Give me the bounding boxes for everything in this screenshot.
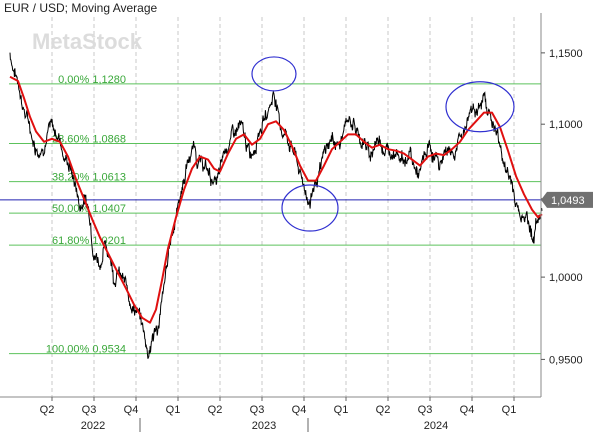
x-quarter-label: Q2 [208, 404, 223, 416]
y-tick-label: 1,1000 [549, 119, 583, 131]
grid [51, 17, 515, 397]
x-quarter-label: Q2 [40, 404, 55, 416]
fib-level-label: 61,80% 1,0201 [52, 235, 126, 247]
x-quarter-label: Q1 [166, 404, 181, 416]
x-quarter-label: Q3 [250, 404, 265, 416]
x-quarter-label: Q4 [460, 404, 475, 416]
annotation-ellipse [445, 81, 515, 133]
moving-average-line [9, 75, 543, 324]
current-price-tag-bg [541, 191, 593, 208]
plot-frame [0, 13, 542, 398]
y-tick-label: 0,9500 [549, 354, 583, 366]
x-quarter-label: Q4 [124, 404, 139, 416]
current-price-tag-label: 1,0493 [551, 195, 585, 207]
x-quarter-label: Q4 [292, 404, 307, 416]
x-year-label: 2023 [252, 420, 276, 432]
x-quarter-label: Q2 [376, 404, 391, 416]
fib-level-label: 0,00% 1,1280 [58, 74, 126, 86]
y-tick-label: 1,0000 [549, 272, 583, 284]
fib-level-label: 38,20% 1,0613 [52, 172, 126, 184]
fib-level-label: 23,60% 1,0868 [52, 134, 126, 146]
annotations [251, 56, 515, 232]
watermark: MetaStock [32, 29, 143, 54]
x-axis: Q2 Q3 Q4 Q1 Q2 Q3 Q4 Q1 Q2 Q3 Q4 Q1 2022 2023 2024 [40, 397, 517, 432]
price-series-line [9, 52, 543, 359]
x-quarter-label: Q3 [418, 404, 433, 416]
annotation-ellipse [281, 184, 339, 232]
annotation-ellipse [251, 56, 297, 92]
y-tick-label: 1,1500 [549, 48, 583, 60]
chart-title: EUR / USD; Moving Average [4, 1, 158, 15]
x-year-label: 2024 [424, 420, 448, 432]
series [9, 52, 543, 359]
current-price-tag: 1,0493 [541, 191, 593, 208]
fib-level-label: 100,00% 0,9534 [46, 344, 126, 356]
x-quarter-label: Q1 [334, 404, 349, 416]
x-quarter-label: Q3 [82, 404, 97, 416]
x-quarter-label: Q1 [502, 404, 517, 416]
x-year-label: 2022 [81, 420, 105, 432]
